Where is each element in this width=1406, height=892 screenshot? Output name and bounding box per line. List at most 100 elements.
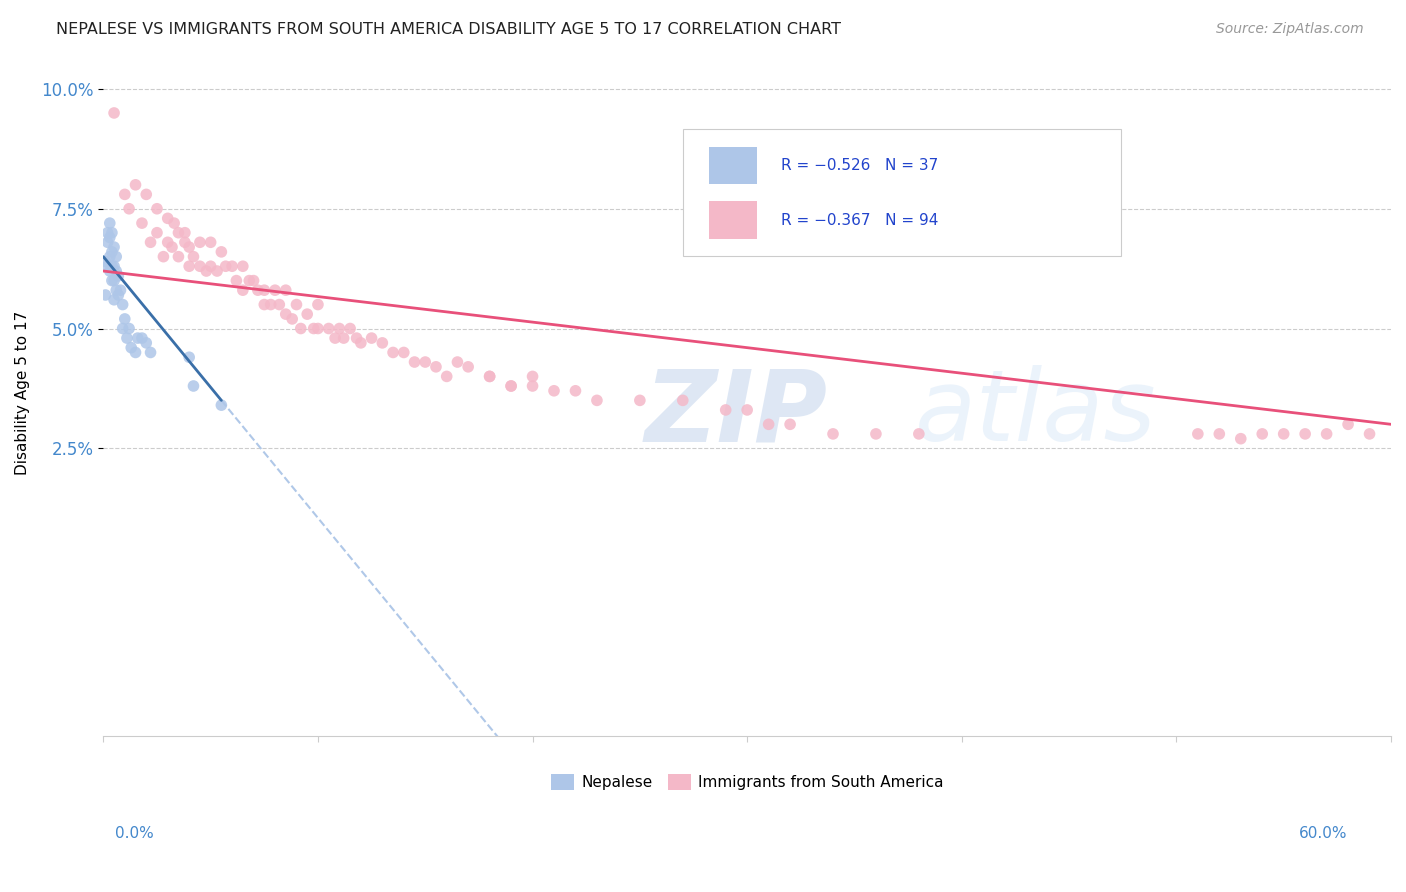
Point: [865, 426, 887, 441]
Point: [318, 321, 340, 335]
Point: [173, 235, 195, 250]
Point: [114, 187, 136, 202]
Point: [735, 403, 758, 417]
Point: [118, 321, 141, 335]
Point: [105, 250, 128, 264]
Point: [253, 297, 276, 311]
Point: [436, 369, 458, 384]
Point: [281, 312, 304, 326]
Point: [371, 335, 394, 350]
Point: [114, 312, 136, 326]
Point: [167, 226, 190, 240]
Point: [105, 283, 128, 297]
Point: [135, 335, 157, 350]
Point: [628, 393, 651, 408]
Point: [1294, 426, 1316, 441]
Point: [346, 331, 368, 345]
Point: [188, 259, 211, 273]
Point: [413, 355, 436, 369]
Text: ZIP: ZIP: [644, 365, 827, 462]
Point: [274, 307, 297, 321]
Point: [127, 331, 149, 345]
Point: [111, 297, 134, 311]
Point: [209, 398, 232, 412]
Point: [242, 274, 264, 288]
Text: Source: ZipAtlas.com: Source: ZipAtlas.com: [1216, 22, 1364, 37]
Point: [285, 297, 308, 311]
Point: [260, 297, 283, 311]
Point: [382, 345, 405, 359]
Point: [478, 369, 501, 384]
Point: [101, 274, 124, 288]
Point: [98, 216, 121, 230]
Point: [307, 297, 329, 311]
Point: [264, 283, 287, 297]
Point: [160, 240, 183, 254]
Point: [1251, 426, 1274, 441]
Point: [179, 259, 201, 273]
Text: 0.0%: 0.0%: [115, 827, 155, 841]
Point: [195, 264, 218, 278]
Point: [425, 359, 447, 374]
Point: [214, 259, 236, 273]
Point: [173, 226, 195, 240]
Point: [238, 274, 260, 288]
Point: [404, 355, 426, 369]
Point: [360, 331, 382, 345]
Point: [156, 211, 179, 226]
Point: [139, 235, 162, 250]
Point: [1187, 426, 1209, 441]
Point: [1229, 432, 1251, 446]
Point: [1208, 426, 1230, 441]
Point: [131, 331, 153, 345]
Point: [274, 283, 297, 297]
Text: R = −0.526   N = 37: R = −0.526 N = 37: [780, 158, 938, 173]
Point: [107, 268, 129, 283]
Point: [146, 226, 169, 240]
Point: [205, 264, 228, 278]
Text: NEPALESE VS IMMIGRANTS FROM SOUTH AMERICA DISABILITY AGE 5 TO 17 CORRELATION CHA: NEPALESE VS IMMIGRANTS FROM SOUTH AMERIC…: [56, 22, 841, 37]
Point: [101, 259, 124, 273]
Point: [183, 379, 205, 393]
Point: [103, 240, 125, 254]
Point: [156, 235, 179, 250]
Point: [146, 202, 169, 216]
Point: [97, 259, 120, 273]
FancyBboxPatch shape: [709, 146, 758, 185]
Point: [457, 359, 479, 374]
Point: [232, 259, 254, 273]
Point: [522, 379, 544, 393]
FancyBboxPatch shape: [683, 129, 1121, 256]
Point: [101, 244, 124, 259]
Point: [672, 393, 695, 408]
Point: [183, 250, 205, 264]
Point: [246, 283, 269, 297]
Point: [200, 235, 222, 250]
Point: [908, 426, 931, 441]
Point: [103, 106, 125, 120]
Point: [269, 297, 291, 311]
Point: [714, 403, 737, 417]
Point: [152, 250, 174, 264]
Point: [135, 187, 157, 202]
Point: [120, 341, 142, 355]
Point: [101, 226, 124, 240]
Point: [98, 250, 121, 264]
Text: 60.0%: 60.0%: [1299, 827, 1347, 841]
Point: [1272, 426, 1295, 441]
Point: [232, 283, 254, 297]
Point: [188, 235, 211, 250]
Point: [478, 369, 501, 384]
Point: [103, 293, 125, 307]
Point: [118, 202, 141, 216]
Point: [253, 283, 276, 297]
Point: [297, 307, 319, 321]
Point: [307, 321, 329, 335]
Point: [209, 244, 232, 259]
Point: [501, 379, 523, 393]
Point: [1337, 417, 1360, 432]
Point: [323, 331, 346, 345]
Point: [139, 345, 162, 359]
Point: [200, 259, 222, 273]
Point: [1358, 426, 1381, 441]
